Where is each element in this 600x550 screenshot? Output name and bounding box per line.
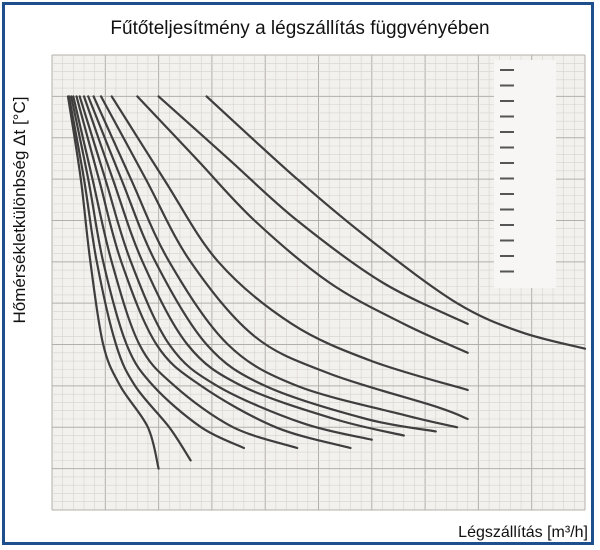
- series-curve-1: [66, 95, 160, 470]
- series-curve-9: [92, 95, 459, 429]
- series-curve-11: [110, 95, 469, 392]
- series-curve-4: [72, 95, 299, 450]
- series-curve-5: [75, 95, 352, 450]
- grid-lines: [51, 54, 586, 511]
- series-curves: [66, 95, 587, 470]
- series-curve-14: [205, 95, 587, 350]
- series-curve-8: [87, 95, 437, 433]
- series-curve-2: [68, 95, 192, 462]
- legend-box: [494, 60, 556, 288]
- legend: [494, 60, 556, 288]
- series-curve-12: [136, 95, 469, 354]
- series-curve-3: [70, 95, 245, 450]
- series-curve-6: [78, 95, 373, 441]
- series-curve-13: [157, 95, 469, 325]
- series-curve-10: [99, 95, 469, 421]
- x-axis-label: Légszállítás [m³/h]: [458, 524, 588, 541]
- chart-title: Fűtőteljesítmény a légszállítás függvény…: [110, 18, 490, 39]
- series-curve-7: [82, 95, 405, 437]
